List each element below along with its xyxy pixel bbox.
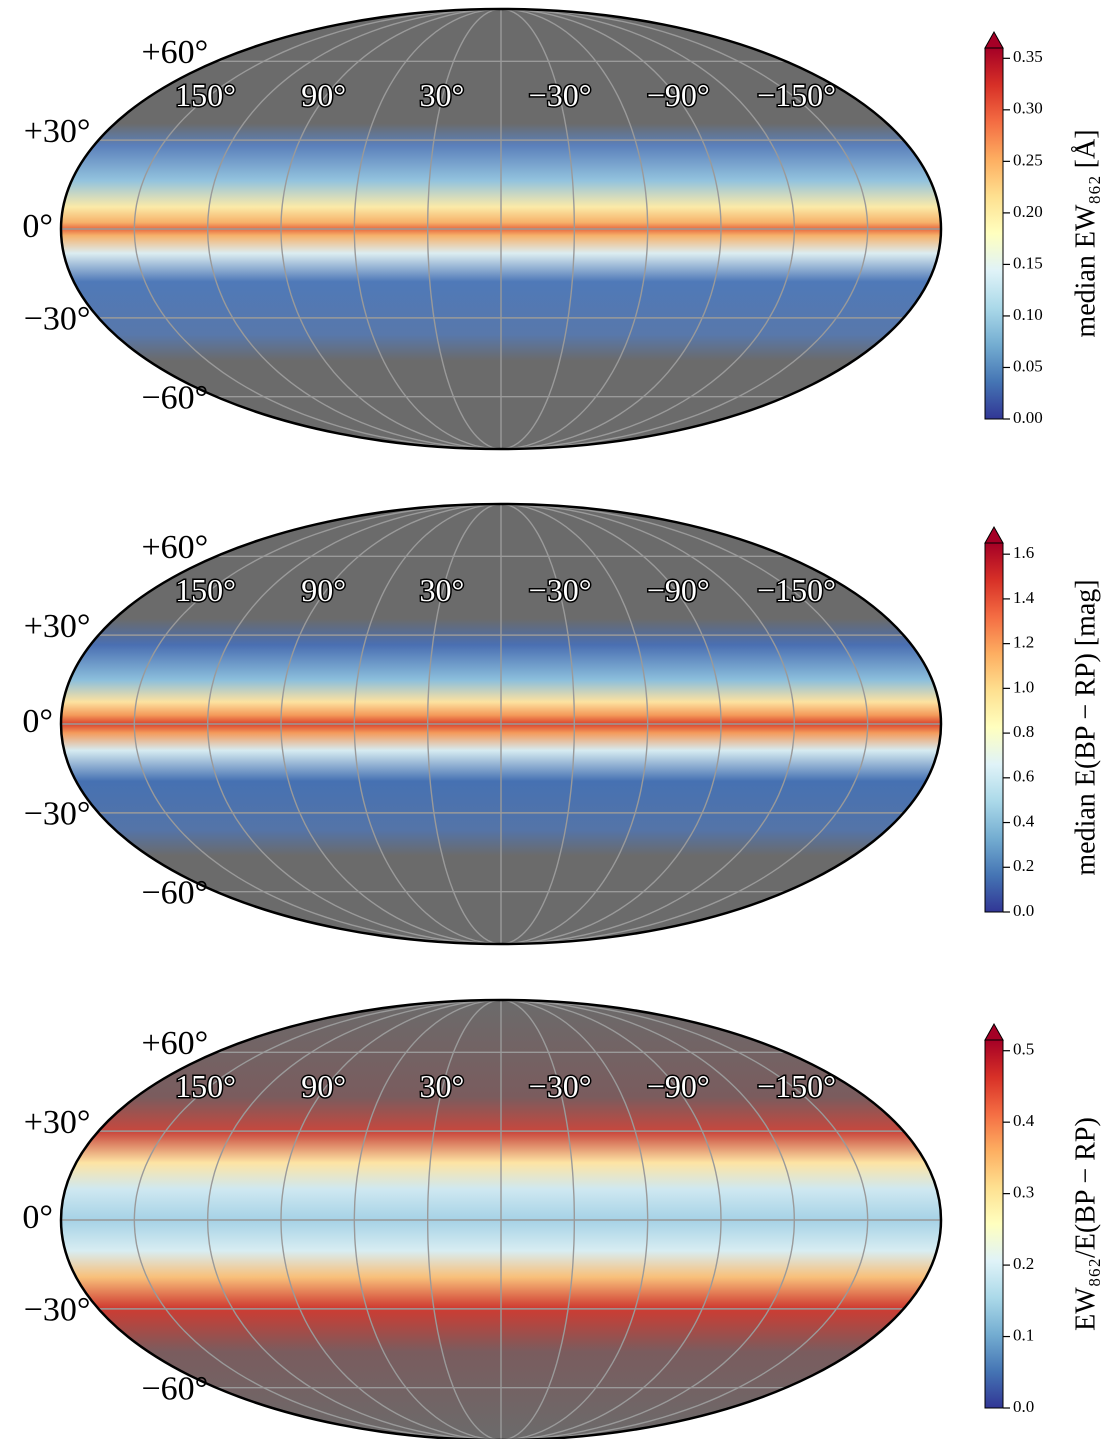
lat-label: +30° (24, 608, 91, 645)
colorbar-fill (985, 48, 1003, 419)
lon-label: −150° (757, 77, 836, 113)
lon-label: −150° (757, 1068, 836, 1104)
colorbar-frame (984, 542, 1004, 913)
colorbar-tick-label: 0.2 (1013, 856, 1034, 875)
lon-label: 90° (301, 572, 346, 608)
lat-label: 0° (22, 703, 53, 740)
colorbar-tick-label: 1.6 (1013, 543, 1034, 562)
colorbar-label: median E(BP − RP) [mag] (1070, 579, 1101, 875)
colorbar-tick-label: 0.15 (1013, 253, 1043, 272)
lon-label: −30° (529, 77, 592, 113)
colorbar-label: EW₈₆₂/E(BP − RP) (1070, 1117, 1101, 1331)
lon-label: 150° (175, 1068, 236, 1104)
lat-label: +30° (24, 1104, 91, 1141)
colorbar-tick-label: 1.4 (1013, 588, 1035, 607)
lat-label: −30° (24, 301, 91, 338)
lon-label: −30° (529, 572, 592, 608)
colorbar-tick-label: 0.2 (1013, 1254, 1034, 1273)
lat-label: 0° (22, 1199, 53, 1236)
colorbar-extend (984, 30, 1004, 49)
colorbar-tick-label: 0.25 (1013, 150, 1043, 169)
map-outline (59, 7, 943, 451)
map-panel: +60° +30° 0° −30° −60° 150° 90° 30° −30° −90° −150… (22, 502, 943, 946)
colorbar-tick-label: 0.05 (1013, 356, 1043, 375)
lat-label: −60° (141, 875, 208, 912)
colorbar-extend (984, 1022, 1004, 1041)
colorbar-tick-label: 0.1 (1013, 1325, 1034, 1344)
colorbar-tick-label: 0.5 (1013, 1040, 1034, 1059)
lon-label: −90° (647, 572, 710, 608)
colorbar-tick-label: 0.8 (1013, 722, 1034, 741)
map-outline (59, 502, 943, 946)
lon-label: 150° (175, 77, 236, 113)
lon-label: −30° (529, 1068, 592, 1104)
colorbar-tick-label: 0.0 (1013, 1397, 1034, 1416)
colorbar-tick-label: 1.0 (1013, 677, 1034, 696)
colorbar-tick-label: 0.10 (1013, 305, 1043, 324)
colorbar-tick-label: 0.0 (1013, 901, 1034, 920)
lat-label: −60° (141, 380, 208, 417)
colorbar-extend (984, 525, 1004, 544)
colorbar-tick-label: 1.2 (1013, 633, 1034, 652)
lat-label: 0° (22, 208, 53, 245)
lon-label: 30° (420, 77, 465, 113)
colorbar: 0.0 0.1 0.2 0.3 0.4 0.5 EW₈₆₂/E(BP − RP) (984, 1022, 1101, 1416)
lat-label: +30° (24, 113, 91, 150)
lon-label: 30° (420, 1068, 465, 1104)
lat-label: +60° (141, 34, 208, 71)
lon-label: −90° (647, 1068, 710, 1104)
colorbar-tick-label: 0.6 (1013, 767, 1034, 786)
lat-label: −30° (24, 1292, 91, 1329)
colorbar-tick-label: 0.30 (1013, 99, 1043, 118)
map-panel: +60° +30° 0° −30° −60° 150° 90° 30° −30° −90° −150… (22, 7, 943, 451)
lon-label: 150° (175, 572, 236, 608)
colorbar-label: median EW₈₆₂ [Å] (1070, 129, 1101, 337)
map-outline (59, 998, 943, 1439)
colorbar: 0.00 0.05 0.10 0.15 0.20 0.25 0.30 0.35 median E… (984, 30, 1101, 427)
lon-label: 90° (301, 77, 346, 113)
colorbar-tick-label: 0.35 (1013, 47, 1043, 66)
colorbar-fill (985, 1040, 1003, 1408)
colorbar-tick-label: 0.3 (1013, 1183, 1034, 1202)
lat-label: −60° (141, 1371, 208, 1408)
graticule (61, 504, 941, 944)
lon-label: 30° (420, 572, 465, 608)
colorbar-tick-label: 0.4 (1013, 1111, 1035, 1130)
colorbar-frame (984, 1039, 1004, 1409)
lon-label: 90° (301, 1068, 346, 1104)
lon-label: −90° (647, 77, 710, 113)
colorbar-tick-label: 0.4 (1013, 811, 1035, 830)
colorbar: 0.0 0.2 0.4 0.6 0.8 1.0 1.2 1.4 1.6 median E(BP −… (984, 525, 1101, 920)
colorbar-frame (984, 47, 1004, 420)
lat-label: +60° (141, 529, 208, 566)
colorbar-tick-label: 0.00 (1013, 408, 1043, 427)
graticule (61, 9, 941, 449)
lat-label: +60° (141, 1025, 208, 1062)
graticule (61, 1000, 941, 1439)
lon-label: −150° (757, 572, 836, 608)
lat-label: −30° (24, 796, 91, 833)
colorbar-tick-label: 0.20 (1013, 202, 1043, 221)
colorbar-fill (985, 543, 1003, 912)
map-panel: +60° +30° 0° −30° −60° 150° 90° 30° −30° −90° −150… (22, 998, 943, 1439)
